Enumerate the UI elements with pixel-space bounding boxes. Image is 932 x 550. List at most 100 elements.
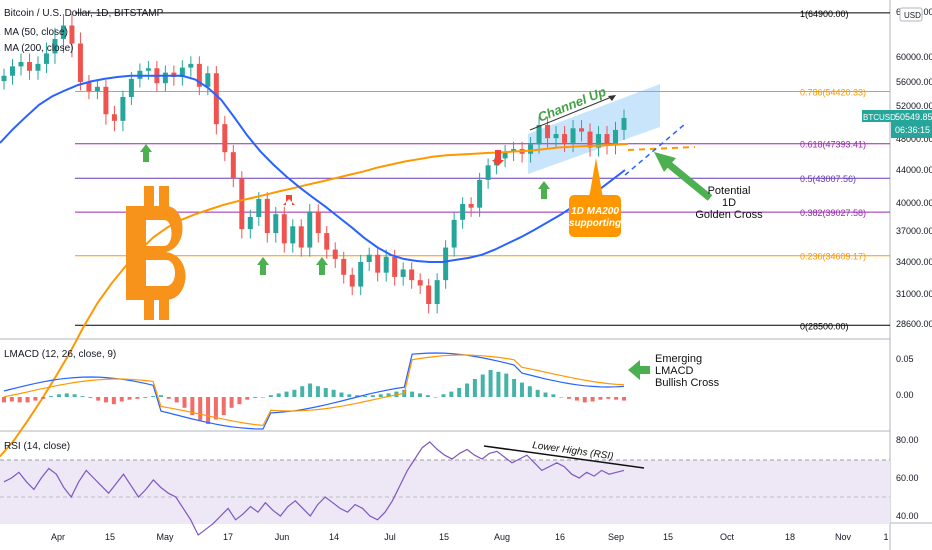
ma200-line [0, 143, 629, 458]
channel-up-arrow [529, 95, 615, 131]
macd-bar [88, 397, 93, 398]
macd-bar [111, 397, 116, 405]
macd-bar [308, 383, 313, 397]
candlesticks [1, 14, 627, 314]
macd-bar [56, 394, 61, 397]
macd-bar [25, 397, 30, 403]
macd-bar [229, 397, 234, 408]
fib-label: 0.382(39027.58) [800, 208, 866, 218]
time-tick-label: May [156, 532, 174, 542]
fib-label: 0.5(43007.56) [800, 174, 856, 184]
rsi-line [3, 441, 625, 536]
macd-bar [598, 397, 603, 400]
macd-bar [535, 389, 540, 397]
candle-body [460, 203, 466, 220]
macd-bar [143, 397, 148, 398]
candle-body [528, 144, 534, 154]
macd-bar [449, 391, 454, 397]
candle-body [409, 269, 415, 281]
price-tag-symbol: BTCUSD [863, 113, 896, 122]
candle-body [196, 63, 202, 87]
macd-bar [221, 397, 226, 415]
candle-body [128, 78, 134, 97]
candle-body [52, 39, 58, 54]
candle-body [26, 62, 32, 71]
rsi-path [3, 441, 625, 536]
lmacd-histogram [2, 352, 626, 430]
price-tag-countdown: 06:36:15 [895, 125, 930, 135]
candle-body [375, 254, 381, 273]
time-tick-label: 15 [105, 532, 115, 542]
candle-body [417, 280, 423, 286]
macd-bar [104, 397, 109, 403]
channel-up-band [528, 84, 660, 174]
arrow-up-icon [140, 144, 152, 162]
macd-bar [253, 397, 258, 398]
candle-body [77, 43, 83, 82]
candle-body [341, 258, 347, 275]
rsi-lower-highs-line [483, 445, 645, 469]
macd-bar [355, 395, 360, 397]
time-tick-label: 16 [555, 532, 565, 542]
macd-bar [441, 394, 446, 397]
price-tick-label: 28600.00 [896, 319, 932, 329]
macd-bar [182, 397, 187, 408]
golden-cross-line1: Potential [708, 185, 751, 197]
macd-bar [174, 397, 179, 403]
candle-body [536, 124, 542, 145]
macd-bar [622, 397, 626, 401]
macd-bar [276, 393, 281, 397]
time-tick-label: Sep [608, 532, 624, 542]
lmacd-note-line1: Emerging [655, 353, 702, 365]
ma200-callout: 1D MA200 supporting [569, 158, 621, 237]
candle-body [120, 97, 126, 121]
candle-body [570, 128, 576, 143]
macd-bar [206, 397, 211, 424]
price-tick-label: 52000.00 [896, 101, 932, 111]
candle-body [324, 233, 330, 250]
rsi-tick-label: 40.00 [896, 511, 919, 521]
candle-body [358, 262, 364, 287]
candle-body [9, 66, 15, 76]
currency-badge[interactable]: USD [899, 7, 923, 22]
time-tick-label: Jul [384, 532, 396, 542]
candle-body [43, 53, 49, 64]
candle-body [69, 25, 75, 44]
macd-bar [72, 394, 77, 397]
currency-label: USD [904, 11, 921, 20]
rsi-band [0, 460, 890, 524]
time-tick-label: 15 [663, 532, 673, 542]
candle-body [383, 256, 389, 273]
candle-body [613, 129, 619, 146]
macd-bar [245, 397, 250, 400]
macd-bar [363, 396, 368, 397]
candle-body [188, 63, 194, 68]
macd-bar [559, 397, 564, 398]
macd-bar [378, 394, 383, 397]
macd-bar [237, 397, 242, 405]
candle-body [443, 247, 449, 281]
macd-bar [417, 393, 422, 397]
candle-body [230, 152, 236, 179]
candle-body [579, 128, 585, 132]
candle-body [145, 68, 151, 71]
candle-body [111, 114, 117, 121]
macd-bar [551, 394, 556, 397]
candle-body [426, 285, 432, 304]
macd-bar [339, 392, 344, 397]
candle-body [596, 134, 602, 148]
candle-body [298, 226, 304, 248]
candle-body [468, 203, 474, 208]
macd-bar [151, 396, 156, 397]
fibonacci-levels: 1(64900.00) 0.786(54420.33) 0.618(47393.41… [75, 9, 890, 331]
candle-body [392, 256, 398, 277]
macd-bar [119, 397, 124, 402]
lmacd-note-line2: LMACD [655, 365, 694, 377]
candle-body [239, 178, 245, 230]
ma200-legend: MA (200, close) [4, 43, 73, 54]
fib-label: 0.786(54420.33) [800, 87, 866, 97]
macd-bar [465, 383, 470, 397]
rsi-title: RSI (14, close) [4, 441, 70, 452]
candle-body [290, 226, 296, 244]
lmacd-signal-line [3, 354, 625, 427]
